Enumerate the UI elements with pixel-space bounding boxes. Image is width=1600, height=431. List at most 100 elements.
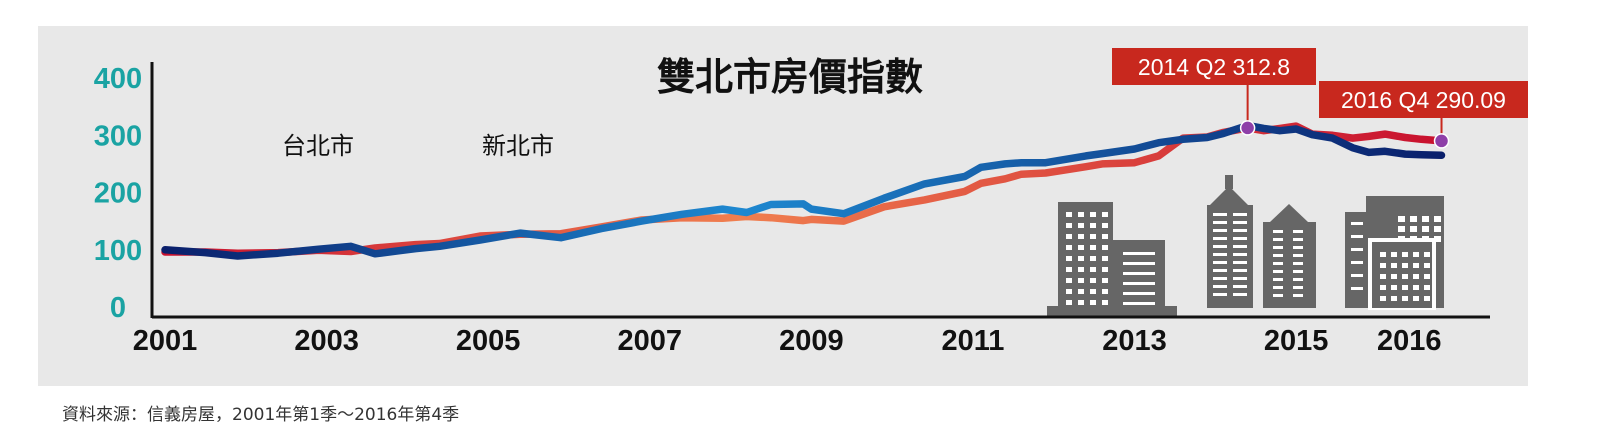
building-window (1102, 245, 1108, 250)
building-window (1102, 267, 1108, 272)
building-window (1078, 278, 1084, 283)
annotation-label: 2014 Q2 312.8 (1138, 54, 1290, 80)
building-window (1380, 263, 1386, 268)
y-tick-label: 400 (94, 63, 142, 95)
building-window (1233, 245, 1247, 248)
building-window (1066, 212, 1072, 217)
building-window (1351, 287, 1363, 290)
building-window (1351, 274, 1363, 277)
building-window (1213, 245, 1227, 248)
building-window (1402, 274, 1408, 279)
building-window (1078, 223, 1084, 228)
building-block (1345, 212, 1369, 308)
building-window (1293, 246, 1303, 249)
building-window (1213, 261, 1227, 264)
building-window (1078, 267, 1084, 272)
building-window (1078, 212, 1084, 217)
building-window (1402, 296, 1408, 301)
building-window (1102, 212, 1108, 217)
building-window (1213, 285, 1227, 288)
x-tick-label: 2003 (294, 325, 359, 357)
building-window (1293, 286, 1303, 289)
building-window (1413, 296, 1419, 301)
building-window (1391, 252, 1397, 257)
building-window (1102, 234, 1108, 239)
building-window (1123, 272, 1155, 275)
building-window (1090, 212, 1096, 217)
building-window (1391, 285, 1397, 290)
building-window (1066, 267, 1072, 272)
legend-label-taipei: 台北市 (282, 132, 354, 160)
building-window (1090, 289, 1096, 294)
building-window (1410, 226, 1417, 232)
building-window (1413, 263, 1419, 268)
building-window (1380, 296, 1386, 301)
building-window (1090, 267, 1096, 272)
building-window (1090, 300, 1096, 305)
building-window (1293, 254, 1303, 257)
building-window (1391, 296, 1397, 301)
building-window (1233, 285, 1247, 288)
building-window (1213, 293, 1227, 296)
building-window (1402, 252, 1408, 257)
building-window (1066, 289, 1072, 294)
building-window (1233, 237, 1247, 240)
building-window (1293, 294, 1303, 297)
building-window (1424, 285, 1430, 290)
building-window (1066, 234, 1072, 239)
building-window (1078, 245, 1084, 250)
building-window (1293, 230, 1303, 233)
building-window (1066, 245, 1072, 250)
y-tick-label: 300 (94, 120, 142, 152)
building-window (1410, 216, 1417, 222)
building-window (1233, 277, 1247, 280)
building-block (1263, 222, 1316, 308)
building-window (1090, 234, 1096, 239)
building-window (1273, 278, 1283, 281)
building-window (1402, 263, 1408, 268)
building-window (1213, 213, 1227, 216)
building-window (1293, 262, 1303, 265)
x-tick-label: 2015 (1264, 325, 1329, 357)
building-window (1078, 234, 1084, 239)
building-window (1102, 289, 1108, 294)
building-window (1434, 226, 1441, 232)
annotation-marker (1433, 133, 1450, 149)
building-window (1391, 274, 1397, 279)
building-window (1351, 235, 1363, 238)
building-window (1233, 293, 1247, 296)
building-window (1090, 278, 1096, 283)
building-window (1123, 292, 1155, 295)
building-window (1066, 223, 1072, 228)
y-tick-label: 200 (94, 178, 142, 210)
building-window (1102, 278, 1108, 283)
building-window (1351, 222, 1363, 225)
annotation-label: 2016 Q4 290.09 (1341, 87, 1506, 113)
building-window (1273, 254, 1283, 257)
legend: 台北市 新北市 (194, 132, 554, 160)
annotation-box (1112, 48, 1316, 85)
building-window (1380, 274, 1386, 279)
building-window (1078, 289, 1084, 294)
buildings-illustration (1047, 175, 1444, 316)
building-window (1293, 270, 1303, 273)
building-window (1233, 253, 1247, 256)
building-window (1213, 221, 1227, 224)
building-window (1398, 226, 1405, 232)
building-window (1424, 263, 1430, 268)
building-window (1434, 216, 1441, 222)
annotation-marker (1239, 120, 1256, 136)
building-window (1213, 253, 1227, 256)
source-note: 資料來源：信義房屋，2001年第1季～2016年第4季 (62, 405, 460, 425)
x-tick-label: 2016 (1377, 325, 1442, 357)
building-window (1123, 282, 1155, 285)
building-window (1413, 252, 1419, 257)
building-spire (1225, 175, 1233, 189)
building-window (1380, 252, 1386, 257)
building-window (1123, 252, 1155, 255)
building-window (1351, 261, 1363, 264)
building-block (1207, 205, 1253, 308)
building-window (1066, 278, 1072, 283)
building-window (1233, 261, 1247, 264)
building-window (1123, 302, 1155, 305)
